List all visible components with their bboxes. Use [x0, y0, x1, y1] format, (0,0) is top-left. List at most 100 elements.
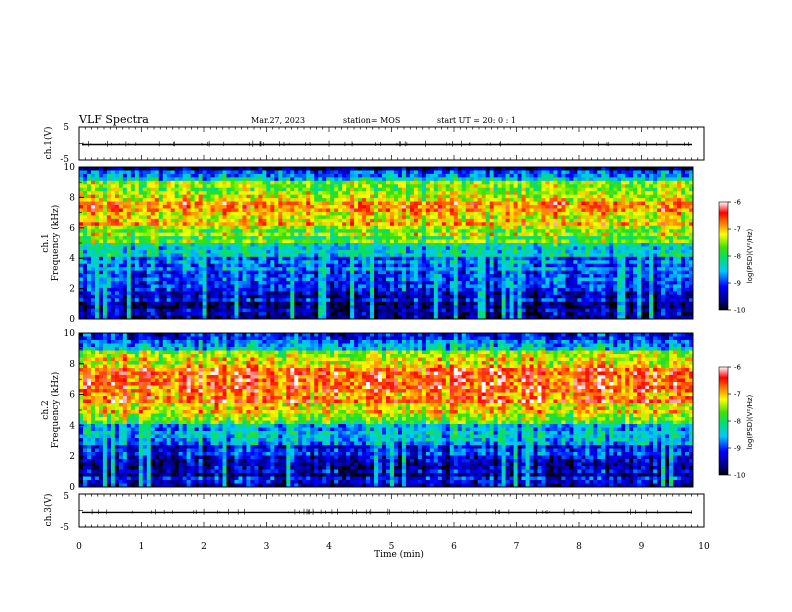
spectrogram-cell — [465, 215, 471, 220]
spectrogram-cell — [346, 177, 351, 182]
spectrogram-cell — [409, 284, 415, 289]
spectrogram-cell — [202, 267, 208, 272]
spectrogram-cell — [473, 201, 479, 206]
spectrogram-cell — [401, 215, 407, 220]
spectrogram-cell — [413, 198, 419, 203]
spectrogram-cell — [146, 284, 152, 289]
spectrogram-cell — [130, 170, 136, 175]
spectrogram-cell — [405, 291, 411, 296]
spectrogram-cell — [378, 298, 383, 303]
spectrogram-cell — [114, 298, 120, 303]
spectrogram-cell — [214, 287, 220, 292]
spectrogram-cell — [86, 232, 92, 237]
spectrogram-cell — [222, 191, 228, 196]
spectrogram-cell — [102, 191, 108, 196]
spectrogram-cell — [334, 294, 339, 299]
spectrogram-cell — [473, 208, 479, 213]
spectrogram-cell — [421, 267, 427, 272]
spectrogram-cell — [202, 274, 208, 279]
spectrogram-cell — [238, 184, 243, 189]
spectrogram-cell — [330, 218, 335, 223]
spectrogram-cell — [298, 312, 303, 317]
spectrogram-cell — [302, 298, 307, 303]
spectrogram-cell — [146, 225, 152, 230]
spectrogram-cell — [206, 201, 212, 206]
spectrogram-cell — [126, 225, 132, 230]
spectrogram-cell — [246, 260, 251, 265]
spectrogram-cell — [154, 198, 160, 203]
spectrogram-cell — [366, 256, 371, 261]
spectrogram-cell — [405, 298, 411, 303]
spectrogram-cell — [274, 232, 279, 237]
spectrogram-cell — [134, 222, 140, 227]
spectrogram-cell — [242, 222, 247, 227]
spectrogram-cell — [409, 239, 415, 244]
spectrogram-cell — [230, 277, 235, 282]
spectrogram-cell — [222, 294, 228, 299]
spectrogram-cell — [405, 287, 411, 292]
spectrogram-cell — [302, 284, 307, 289]
spectrogram-cell — [262, 201, 267, 206]
spectrogram-cell — [469, 205, 475, 209]
spectrogram-cell — [362, 184, 367, 189]
spectrogram-cell — [278, 208, 283, 213]
spectrogram-cell — [457, 291, 463, 296]
spectrogram-cell — [250, 270, 255, 275]
spectrogram-cell — [358, 222, 363, 227]
spectrogram-cell — [186, 211, 192, 216]
spectrogram-cell — [194, 191, 200, 196]
spectrogram-cell — [465, 308, 471, 313]
spectrogram-cell — [126, 236, 132, 241]
spectrogram-cell — [190, 246, 196, 251]
spectrogram-cell — [166, 239, 172, 244]
spectrogram-cell — [366, 315, 371, 320]
spectrogram-cell — [138, 308, 144, 313]
spectrogram-cell — [262, 287, 267, 292]
spectrogram-cell — [214, 294, 220, 299]
spectrogram-cell — [405, 239, 411, 244]
spectrogram-cell — [206, 260, 212, 265]
spectrogram-cell — [405, 308, 411, 313]
spectrogram-cell — [302, 277, 307, 282]
spectrogram-cell — [441, 267, 447, 272]
spectrogram-cell — [150, 198, 156, 203]
spectrogram-cell — [274, 294, 279, 299]
spectrogram-cell — [346, 284, 351, 289]
spectrogram-cell — [106, 284, 112, 289]
spectrogram-cell — [405, 236, 411, 241]
spectrogram-cell — [493, 298, 499, 303]
spectrogram-cell — [106, 201, 112, 206]
spectrogram-cell — [166, 287, 172, 292]
spectrogram-cell — [98, 305, 104, 310]
spectrogram-cell — [246, 315, 251, 320]
spectrogram-cell — [270, 208, 275, 213]
spectrogram-cell — [481, 274, 487, 279]
spectrogram-cell — [298, 274, 303, 279]
spectrogram-cell — [194, 312, 200, 317]
spectrogram-cell — [409, 225, 415, 230]
spectrogram-cell — [481, 256, 487, 261]
spectrogram-cell — [202, 308, 208, 313]
spectrogram-cell — [90, 170, 96, 175]
spectrogram-cell — [374, 256, 379, 261]
spectrogram-cell — [190, 167, 196, 171]
spectrogram-cell — [230, 187, 235, 192]
spectrogram-cell — [98, 263, 104, 268]
spectrogram-cell — [106, 287, 112, 292]
spectrogram-cell — [382, 170, 387, 175]
spectrogram-cell — [302, 194, 307, 199]
spectrogram-cell — [282, 267, 287, 272]
spectrogram-cell — [210, 239, 216, 244]
spectrogram-cell — [186, 249, 192, 254]
spectrogram-cell — [134, 205, 140, 209]
spectrogram-cell — [445, 205, 451, 209]
spectrogram-cell — [425, 232, 431, 237]
spectrogram-cell — [242, 229, 247, 234]
spectrogram-cell — [138, 170, 144, 175]
spectrogram-cell — [330, 194, 335, 199]
spectrogram-cell — [230, 246, 235, 251]
spectrogram-cell — [401, 225, 407, 230]
spectrogram-cell — [497, 170, 503, 175]
spectrogram-cell — [146, 260, 152, 265]
spectrogram-cell — [346, 180, 351, 185]
